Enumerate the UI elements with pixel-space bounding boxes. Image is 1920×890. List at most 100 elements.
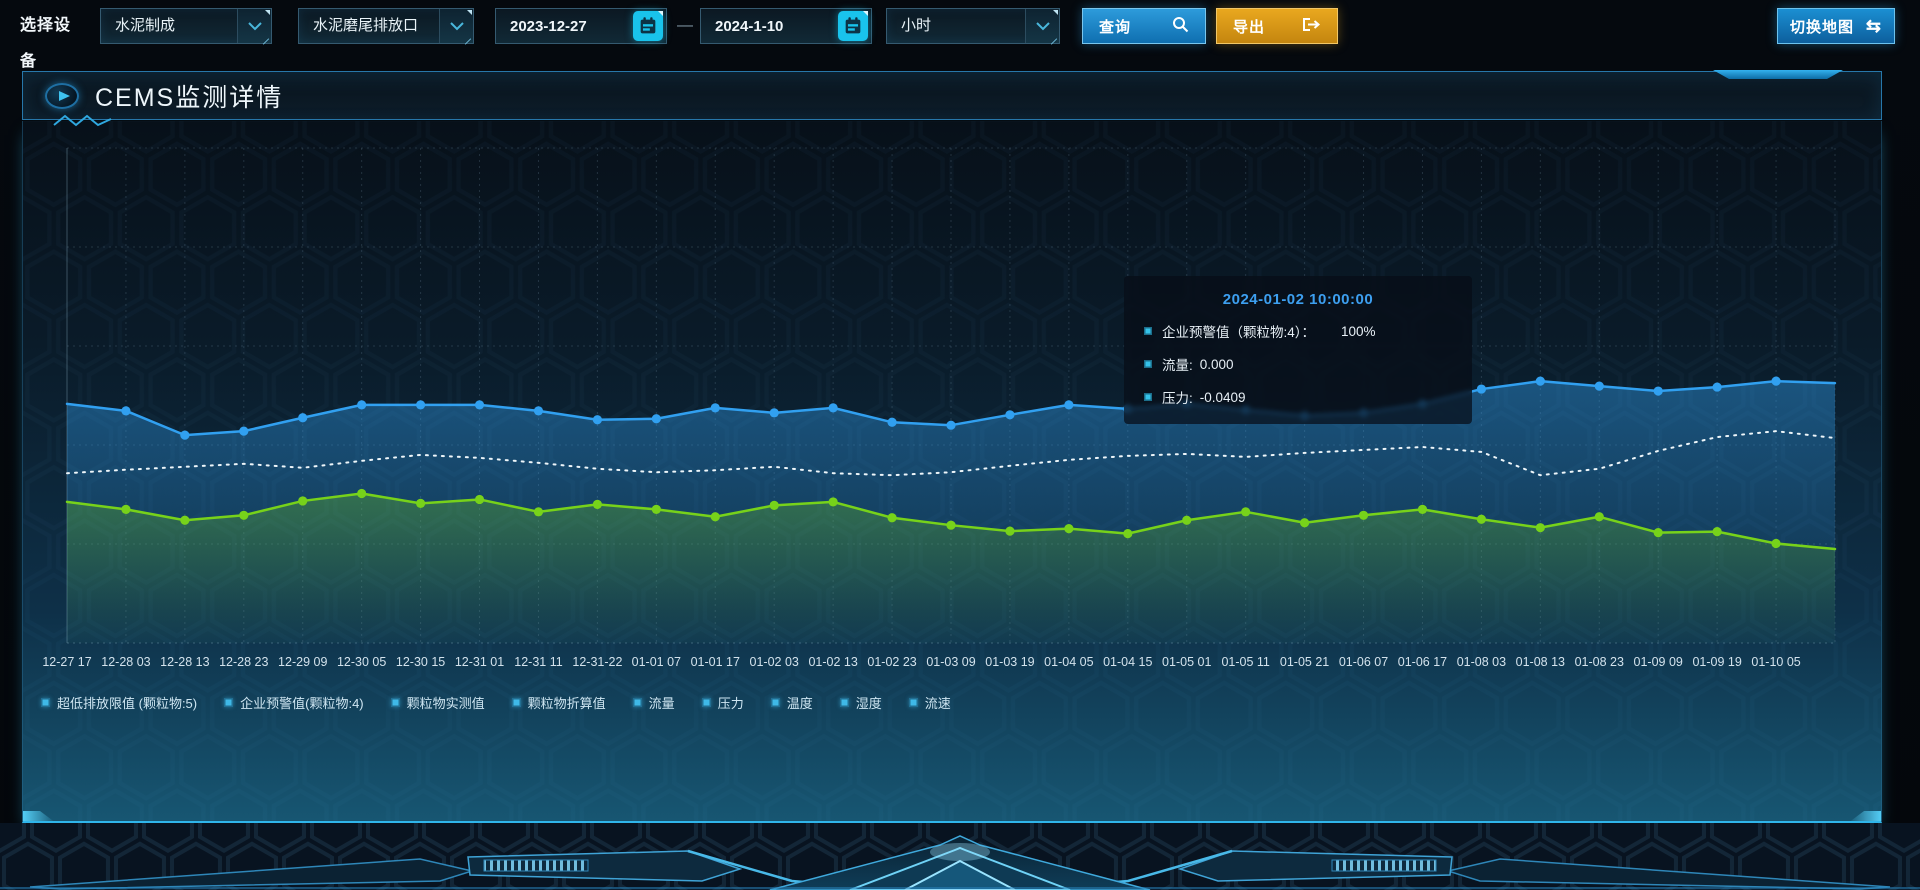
zigzag-decoration bbox=[53, 114, 112, 127]
footer-tech-decoration bbox=[0, 823, 1920, 890]
tooltip-row: 压力: -0.0409 bbox=[1144, 387, 1452, 407]
x-axis-label: 01-06 17 bbox=[1398, 655, 1447, 669]
legend-item[interactable]: 压力 bbox=[701, 693, 744, 712]
interval-select-value: 小时 bbox=[901, 17, 932, 34]
legend-label: 颗粒物折算值 bbox=[527, 696, 606, 711]
interval-select[interactable]: 小时 bbox=[886, 8, 1060, 44]
x-axis-label: 12-31-22 bbox=[572, 655, 622, 669]
legend-item[interactable]: 流量 bbox=[632, 693, 675, 712]
series-marker-icon bbox=[1144, 360, 1152, 368]
start-date-value: 2023-12-27 bbox=[510, 17, 587, 35]
legend-marker-icon bbox=[224, 698, 234, 707]
x-axis-label: 01-05 11 bbox=[1221, 655, 1269, 669]
x-axis-label: 01-04 05 bbox=[1044, 655, 1093, 669]
legend-label: 超低排放限值 (颗粒物:5) bbox=[57, 696, 198, 711]
switch-map-button[interactable]: 切换地图 ⇆ bbox=[1777, 8, 1895, 44]
tooltip-rows: 企业预警值（颗粒物:4）： 100% 流量: 0.000 压力: -0.0409 bbox=[1144, 321, 1452, 407]
x-axis-label: 01-05 01 bbox=[1162, 655, 1211, 669]
production-line-select[interactable]: 水泥制成 bbox=[100, 8, 272, 44]
x-axis-label: 01-08 13 bbox=[1516, 655, 1565, 669]
legend-label: 温度 bbox=[786, 696, 813, 711]
cems-panel-header: CEMS监测详情 bbox=[22, 70, 1882, 127]
tooltip-row-value: 0.000 bbox=[1199, 356, 1234, 372]
legend-marker-icon bbox=[632, 698, 642, 707]
chevron-down-icon[interactable] bbox=[1025, 9, 1059, 43]
end-date-field[interactable]: 2024-1-10 bbox=[700, 8, 872, 44]
end-date-value: 2024-1-10 bbox=[715, 17, 784, 35]
start-date-field[interactable]: 2023-12-27 bbox=[495, 8, 667, 44]
legend-label: 湿度 bbox=[855, 696, 882, 711]
x-axis-label: 01-08 03 bbox=[1457, 655, 1506, 669]
export-icon bbox=[1302, 16, 1321, 37]
tooltip-row-value: 100% bbox=[1341, 323, 1376, 339]
x-axis-label: 01-04 15 bbox=[1103, 655, 1152, 669]
legend-marker-icon bbox=[839, 698, 849, 707]
x-axis-label: 01-06 07 bbox=[1339, 655, 1388, 669]
x-axis-label: 12-30 05 bbox=[337, 655, 386, 669]
filter-toolbar: 选择设备 水泥制成 水泥磨尾排放口 2023-12-27 bbox=[0, 0, 1920, 70]
tooltip-row-value: -0.0409 bbox=[1199, 389, 1246, 405]
tooltip-row: 企业预警值（颗粒物:4）： 100% bbox=[1144, 321, 1452, 341]
x-axis-label: 01-01 07 bbox=[632, 655, 681, 669]
legend-item[interactable]: 企业预警值(颗粒物:4) bbox=[224, 693, 364, 712]
legend-label: 企业预警值(颗粒物:4) bbox=[240, 696, 364, 711]
x-axis-label: 01-08 23 bbox=[1575, 655, 1624, 669]
cems-line-chart[interactable]: 12-27 17 12-28 03 12-28 13 12-28 23 12-29 09… bbox=[23, 121, 1881, 679]
x-axis-label: 12-31 01 bbox=[455, 655, 504, 669]
chart-tooltip: 2024-01-02 10:00:00 企业预警值（颗粒物:4）： 100% 流量:… bbox=[1124, 276, 1472, 424]
x-axis-label: 12-28 03 bbox=[101, 655, 150, 669]
x-axis-label: 01-10 05 bbox=[1751, 655, 1800, 669]
tooltip-row-label: 压力: bbox=[1162, 391, 1193, 406]
x-axis-label: 01-02 23 bbox=[867, 655, 916, 669]
panel-corner-decoration bbox=[23, 811, 56, 821]
legend-label: 流量 bbox=[648, 696, 675, 711]
legend-label: 压力 bbox=[717, 696, 744, 711]
play-icon bbox=[45, 82, 79, 109]
x-axis-label: 01-02 03 bbox=[750, 655, 799, 669]
legend-item[interactable]: 流速 bbox=[908, 693, 951, 712]
legend-marker-icon bbox=[770, 698, 780, 707]
query-button[interactable]: 查询 bbox=[1082, 8, 1206, 44]
chevron-down-icon[interactable] bbox=[439, 9, 473, 43]
x-axis-label: 01-09 09 bbox=[1634, 655, 1683, 669]
search-icon bbox=[1172, 16, 1189, 37]
legend-marker-icon bbox=[908, 698, 918, 707]
legend-marker-icon bbox=[390, 698, 400, 707]
legend-item[interactable]: 温度 bbox=[770, 693, 813, 712]
calendar-icon[interactable] bbox=[633, 11, 663, 41]
legend-marker-icon bbox=[701, 698, 711, 707]
x-axis-label: 12-29 09 bbox=[278, 655, 327, 669]
x-axis-label: 01-09 19 bbox=[1692, 655, 1741, 669]
legend-item[interactable]: 颗粒物实测值 bbox=[390, 693, 485, 712]
chevron-down-icon[interactable] bbox=[237, 9, 271, 43]
swap-arrows-icon: ⇆ bbox=[1865, 15, 1882, 36]
export-button[interactable]: 导出 bbox=[1216, 8, 1338, 44]
x-axis-label: 12-27 17 bbox=[42, 655, 91, 669]
legend-item[interactable]: 湿度 bbox=[839, 693, 882, 712]
series-marker-icon bbox=[1144, 393, 1152, 401]
legend-marker-icon bbox=[511, 698, 521, 707]
x-axis-label: 01-03 09 bbox=[926, 655, 975, 669]
legend-item[interactable]: 超低排放限值 (颗粒物:5) bbox=[41, 693, 197, 712]
legend-label: 流速 bbox=[924, 696, 951, 711]
x-axis-label: 12-28 23 bbox=[219, 655, 268, 669]
tooltip-timestamp: 2024-01-02 10:00:00 bbox=[1222, 291, 1374, 308]
panel-corner-decoration bbox=[1848, 811, 1881, 821]
cems-chart-panel: 12-27 17 12-28 03 12-28 13 12-28 23 12-29 09… bbox=[22, 121, 1882, 823]
outlet-select-value: 水泥磨尾排放口 bbox=[313, 17, 419, 34]
outlet-select[interactable]: 水泥磨尾排放口 bbox=[298, 8, 474, 44]
tooltip-row-label: 企业预警值（颗粒物:4）： bbox=[1162, 325, 1316, 340]
export-button-label: 导出 bbox=[1233, 18, 1266, 36]
legend-marker-icon bbox=[41, 698, 50, 707]
x-axis-label: 01-03 19 bbox=[985, 655, 1034, 669]
header-notch-decoration bbox=[1713, 70, 1843, 79]
legend-item[interactable]: 颗粒物折算值 bbox=[511, 693, 606, 712]
legend-label: 颗粒物实测值 bbox=[406, 696, 485, 711]
panel-title: CEMS监测详情 bbox=[95, 83, 284, 112]
tooltip-row-label: 流量: bbox=[1162, 358, 1193, 373]
chart-legend: 超低排放限值 (颗粒物:5) 企业预警值(颗粒物:4) 颗粒物实测值 颗粒物折算值 流量… bbox=[41, 693, 951, 712]
x-axis-label: 01-05 21 bbox=[1280, 655, 1329, 669]
query-button-label: 查询 bbox=[1099, 18, 1132, 36]
calendar-icon[interactable] bbox=[838, 11, 868, 41]
